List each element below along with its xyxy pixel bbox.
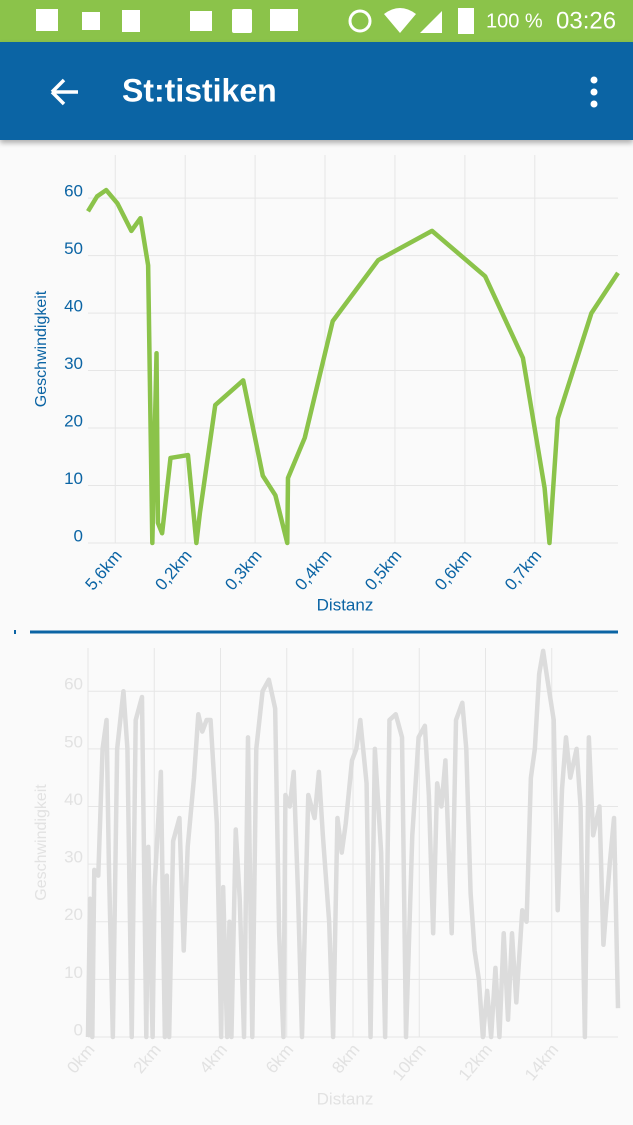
x-tick-label: 0,3km [221,546,265,594]
x-tick-label: 0,2km [151,546,195,594]
menu-button[interactable] [590,76,598,108]
back-button[interactable] [50,78,78,106]
y-tick-label: 20 [64,905,83,924]
y-tick-label: 20 [64,412,83,431]
x-tick-label: 12km [455,1040,496,1084]
x-tick-label: 4km [196,1040,231,1077]
y-tick-label: 40 [64,790,83,809]
y-tick-label: 50 [64,239,83,258]
icon [384,8,416,33]
charts: 0 10 20 30 40 50 60 5,6km 0,2km 0,3km 0,4km 0,5km 0,… [14,155,621,1108]
status-icons: 100 % 03:26 [36,7,616,34]
app-bar-content: St:tistiken [50,72,598,108]
y-tick-label: 10 [64,469,83,488]
x-tick-label: 14km [521,1040,562,1084]
app-bar: St:tistiken [0,42,633,140]
x-axis-label: Distanz [317,1089,374,1108]
y-tick-label: 30 [64,848,83,867]
x-tick-label: 0,7km [501,546,545,594]
icon [232,9,252,33]
y-axis-label: Geschwindigkeit [33,784,50,901]
separator-dot [14,630,16,634]
icon [270,9,298,31]
y-tick-label: 10 [64,963,83,982]
icon [420,11,442,33]
x-tick-label: 0,6km [431,546,475,594]
data-line [86,187,620,546]
x-axis-label: Distanz [317,595,374,614]
y-tick-label: 40 [64,297,83,316]
x-tick-label: 10km [388,1040,429,1084]
x-tick-label: 0km [63,1040,98,1077]
data-line [85,648,621,1040]
x-tick-label: 5,6km [81,546,125,594]
x-tick-label: 0,4km [291,546,335,594]
y-axis-label: Geschwindigkeit [33,290,50,407]
x-tick-label: 2km [130,1040,165,1077]
icon [36,9,58,31]
icon [82,12,100,30]
x-tick-label: 0,5km [361,546,405,594]
x-tick-label: 6km [262,1040,297,1077]
y-tick-label: 60 [64,675,83,694]
app-title: St:tistiken [122,72,277,108]
icon [122,10,140,32]
icon [348,9,372,33]
clock: 03:26 [556,7,616,34]
y-tick-label: 0 [74,526,83,545]
y-tick-label: 30 [64,354,83,373]
status-bar: 100 % 03:26 [0,0,633,42]
y-tick-label: 0 [74,1020,83,1039]
y-tick-label: 60 [64,182,83,201]
x-tick-label: 8km [328,1040,363,1077]
battery-text: 100 % [486,10,543,32]
y-tick-label: 50 [64,732,83,751]
icon [190,11,212,31]
icon [458,8,474,34]
